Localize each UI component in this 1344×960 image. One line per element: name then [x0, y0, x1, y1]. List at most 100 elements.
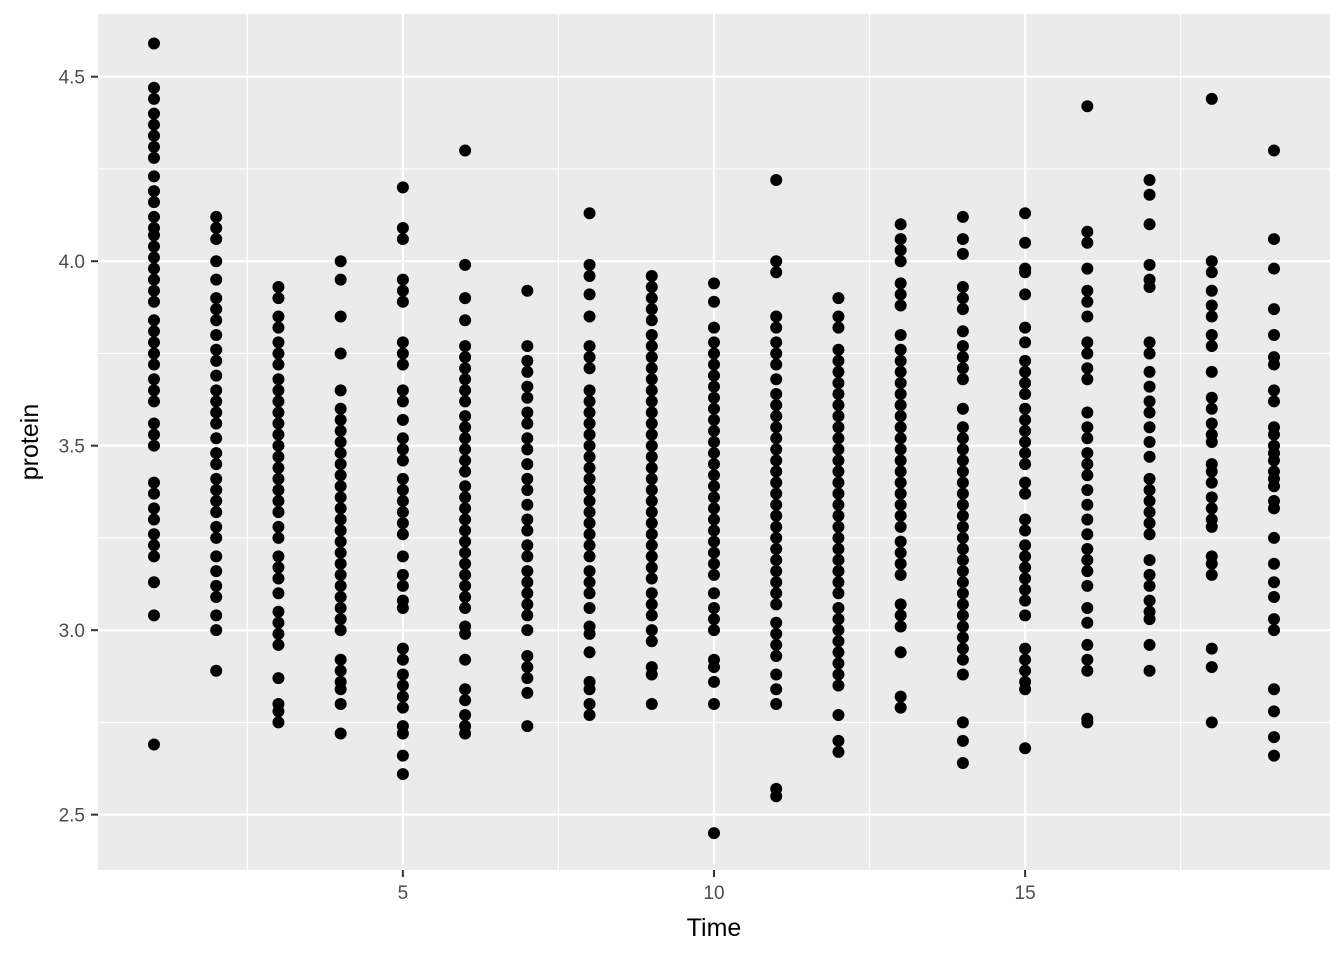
data-point [1205, 284, 1218, 297]
data-point [1268, 531, 1280, 544]
data-point [832, 421, 845, 434]
data-point [396, 432, 409, 445]
data-point [770, 410, 783, 423]
data-point [1268, 731, 1280, 744]
data-point [894, 365, 907, 378]
data-point [583, 461, 596, 474]
data-point [956, 351, 969, 364]
data-point [708, 513, 720, 526]
data-point [148, 476, 160, 489]
data-point [708, 546, 720, 559]
data-point [770, 509, 783, 522]
data-point [210, 447, 223, 460]
data-point [708, 568, 720, 581]
data-point [1268, 502, 1280, 515]
data-point [272, 406, 285, 419]
data-point [583, 483, 596, 496]
data-point [645, 495, 658, 508]
data-point [1081, 543, 1094, 555]
data-point [459, 443, 472, 456]
data-point [210, 458, 223, 471]
data-point [272, 428, 285, 441]
data-point [1081, 100, 1094, 113]
data-points [148, 37, 1280, 840]
data-point [708, 458, 720, 471]
data-point [459, 258, 472, 271]
data-point [272, 310, 285, 323]
data-point [148, 273, 160, 286]
data-point [272, 587, 285, 600]
data-point [396, 550, 409, 563]
data-point [148, 170, 160, 183]
data-point [396, 233, 409, 246]
data-point [1143, 258, 1156, 271]
data-point [521, 539, 534, 552]
data-point [832, 410, 845, 423]
data-point [956, 734, 969, 747]
data-point [832, 498, 845, 511]
data-point [1019, 436, 1032, 448]
data-point [583, 406, 596, 419]
data-point [210, 624, 223, 637]
data-point [459, 683, 472, 696]
data-point [832, 343, 845, 356]
data-point [1205, 310, 1218, 323]
data-point [148, 373, 160, 386]
data-point [770, 321, 783, 334]
data-point [334, 579, 347, 592]
data-point [459, 362, 472, 375]
data-point [583, 439, 596, 452]
data-point [894, 354, 907, 367]
data-point [956, 520, 969, 533]
data-point [770, 668, 783, 681]
data-point [583, 288, 596, 301]
data-point [521, 391, 534, 404]
data-point [210, 354, 223, 367]
data-point [148, 196, 160, 209]
data-point [708, 524, 720, 537]
data-point [832, 487, 845, 500]
data-point [210, 565, 223, 578]
data-point [1019, 539, 1032, 552]
data-point [1143, 281, 1156, 294]
data-point [832, 709, 845, 722]
data-point [148, 428, 160, 441]
data-point [956, 716, 969, 729]
data-point [148, 81, 160, 94]
data-point [1019, 424, 1032, 437]
data-point [521, 380, 534, 393]
data-point [210, 432, 223, 445]
data-point [334, 424, 347, 437]
data-point [148, 358, 160, 371]
data-point [832, 399, 845, 412]
data-point [770, 627, 783, 640]
data-point [1081, 284, 1094, 297]
data-point [1268, 683, 1280, 696]
data-point [272, 705, 285, 718]
data-point [708, 358, 720, 371]
data-point [1019, 402, 1032, 415]
data-point [832, 734, 845, 747]
data-point [1081, 616, 1094, 629]
data-point [894, 454, 907, 467]
data-point [210, 506, 223, 519]
data-point [832, 635, 845, 648]
data-point [272, 550, 285, 563]
data-point [459, 340, 472, 353]
data-point [396, 295, 409, 308]
x-axis: 5 10 15 [398, 870, 1036, 904]
data-point [1019, 561, 1032, 574]
data-point [894, 690, 907, 703]
data-point [583, 627, 596, 640]
data-point [894, 218, 907, 231]
data-point [956, 620, 969, 633]
data-point [1081, 432, 1094, 445]
data-point [645, 697, 658, 710]
data-point [396, 483, 409, 496]
data-point [1143, 421, 1156, 434]
data-point [334, 384, 347, 397]
data-point [148, 738, 160, 751]
data-point [894, 255, 907, 268]
data-point [583, 495, 596, 508]
data-point [148, 118, 160, 131]
